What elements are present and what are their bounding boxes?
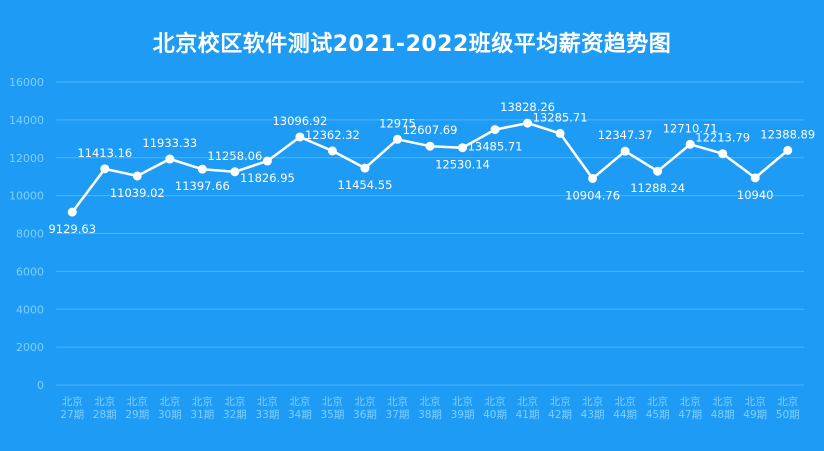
data-label: 10904.76: [565, 188, 620, 202]
x-tick-label: 北京 33期: [255, 395, 279, 421]
x-tick-label: 北京 39期: [451, 395, 475, 421]
data-point: [327, 146, 337, 156]
data-point: [523, 118, 533, 128]
data-label: 11933.33: [142, 136, 197, 150]
data-label: 11397.66: [175, 179, 230, 193]
y-tick-label: 16000: [9, 76, 44, 89]
data-label: 11454.55: [338, 178, 393, 192]
data-label: 13485.71: [468, 140, 523, 154]
x-tick-label: 北京 42期: [548, 395, 572, 421]
x-tick-label: 北京 40期: [483, 395, 507, 421]
data-label: 12213.79: [695, 131, 750, 145]
x-tick-label: 北京 27期: [60, 395, 84, 421]
data-point: [165, 154, 175, 164]
x-tick-label: 北京 28期: [93, 395, 117, 421]
y-tick-label: 0: [37, 379, 44, 392]
data-point: [588, 173, 598, 183]
y-tick-label: 8000: [16, 228, 44, 241]
data-label: 10940: [737, 188, 774, 202]
data-label: 9129.63: [48, 222, 96, 236]
x-tick-label: 北京 34期: [288, 395, 312, 421]
data-point: [197, 164, 207, 174]
data-label: 12710.71: [663, 121, 718, 135]
data-point: [67, 207, 77, 217]
x-tick-label: 北京 41期: [516, 395, 540, 421]
chart-title: 北京校区软件测试2021-2022班级平均薪资趋势图: [152, 32, 672, 57]
x-tick-label: 北京 37期: [386, 395, 410, 421]
data-point: [718, 149, 728, 159]
data-label: 11258.06: [207, 149, 262, 163]
data-label: 12388.89: [760, 127, 815, 141]
data-label: 13828.26: [500, 100, 555, 114]
x-tick-label: 北京 30期: [158, 395, 182, 421]
data-point: [490, 125, 500, 135]
data-point: [425, 141, 435, 151]
x-tick-label: 北京 48期: [711, 395, 735, 421]
y-tick-label: 6000: [16, 265, 44, 278]
data-point: [100, 164, 110, 174]
x-tick-label: 北京 31期: [190, 395, 214, 421]
data-point: [262, 156, 272, 166]
y-tick-label: 10000: [9, 190, 44, 203]
data-label: 12975: [379, 116, 416, 130]
x-tick-label: 北京 45期: [646, 395, 670, 421]
y-tick-label: 4000: [16, 303, 44, 316]
x-tick-label: 北京 44期: [613, 395, 637, 421]
data-point: [295, 132, 305, 142]
data-point: [392, 134, 402, 144]
data-point: [685, 139, 695, 149]
data-label: 12362.32: [305, 128, 360, 142]
x-tick-label: 北京 50期: [776, 395, 800, 421]
data-label: 11039.02: [110, 186, 165, 200]
data-point: [750, 173, 760, 183]
y-tick-label: 2000: [16, 341, 44, 354]
y-tick-label: 12000: [9, 152, 44, 165]
x-tick-label: 北京 43期: [581, 395, 605, 421]
data-point: [620, 146, 630, 156]
data-label: 11413.16: [77, 146, 132, 160]
data-point: [653, 166, 663, 176]
data-label: 12607.69: [403, 123, 458, 137]
data-point: [132, 171, 142, 181]
y-tick-label: 14000: [9, 114, 44, 127]
data-point: [458, 143, 468, 153]
x-tick-label: 北京 32期: [223, 395, 247, 421]
data-label: 11288.24: [630, 181, 685, 195]
data-label: 12347.37: [598, 128, 653, 142]
data-label: 12530.14: [435, 158, 490, 172]
x-tick-label: 北京 49期: [743, 395, 767, 421]
data-point: [783, 145, 793, 155]
x-tick-label: 北京 29期: [125, 395, 149, 421]
data-label: 13096.92: [272, 114, 327, 128]
data-point: [360, 163, 370, 173]
data-label: 13285.71: [533, 110, 588, 124]
x-tick-label: 北京 47期: [678, 395, 702, 421]
data-point: [230, 167, 240, 177]
x-tick-label: 北京 35期: [320, 395, 344, 421]
data-point: [555, 128, 565, 138]
data-label: 11826.95: [240, 171, 295, 185]
x-tick-label: 北京 36期: [353, 395, 377, 421]
x-tick-label: 北京 38期: [418, 395, 442, 421]
